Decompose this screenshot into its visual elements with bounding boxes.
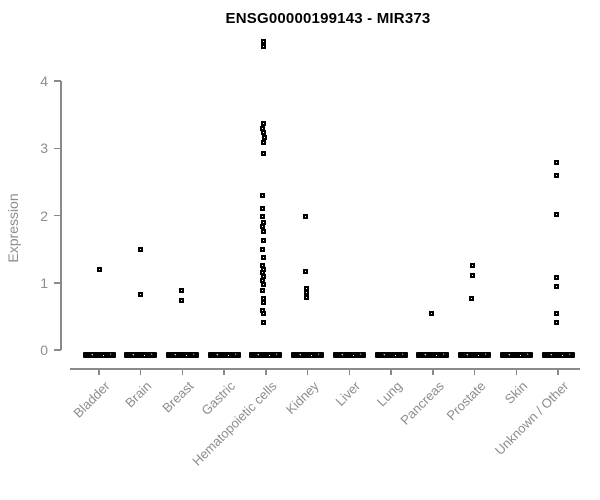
data-point bbox=[304, 290, 310, 296]
data-point bbox=[260, 262, 266, 268]
zero-expression-bar bbox=[458, 352, 492, 358]
x-tick bbox=[181, 368, 184, 375]
data-point bbox=[553, 159, 559, 165]
data-point bbox=[261, 219, 267, 225]
data-point bbox=[178, 297, 184, 303]
data-point bbox=[470, 272, 476, 278]
x-tick bbox=[557, 368, 559, 375]
zero-expression-bar bbox=[249, 352, 283, 358]
chart-title: ENSG00000199143 - MIR373 bbox=[225, 10, 431, 27]
data-point bbox=[261, 300, 267, 306]
x-tick bbox=[390, 368, 392, 375]
y-tick bbox=[54, 214, 61, 217]
data-point bbox=[138, 247, 144, 253]
data-point bbox=[261, 281, 267, 287]
x-tick-label-unknown-other: Unknown / Other bbox=[492, 378, 572, 458]
data-point bbox=[470, 263, 476, 269]
x-tick bbox=[515, 368, 518, 375]
y-tick-label: 3 bbox=[40, 140, 48, 157]
x-tick-label-kidney: Kidney bbox=[282, 378, 322, 418]
data-point bbox=[553, 274, 559, 280]
zero-expression-bar bbox=[291, 352, 325, 358]
data-point bbox=[260, 125, 266, 131]
data-point bbox=[260, 247, 266, 253]
data-point bbox=[553, 311, 559, 317]
data-point bbox=[304, 285, 310, 291]
data-point bbox=[260, 288, 266, 294]
data-point bbox=[429, 310, 435, 316]
data-point bbox=[178, 288, 184, 294]
x-tick-label-prostate: Prostate bbox=[443, 378, 489, 424]
data-point bbox=[261, 120, 267, 126]
data-point bbox=[260, 270, 266, 276]
x-tick-label-skin: Skin bbox=[501, 378, 531, 407]
x-tick bbox=[98, 368, 100, 375]
data-point bbox=[553, 284, 559, 290]
y-axis-label: Expression bbox=[5, 193, 21, 263]
data-point bbox=[261, 229, 267, 235]
data-point bbox=[261, 38, 267, 44]
x-tick-label-pancreas: Pancreas bbox=[397, 378, 447, 428]
x-tick-label-gastric: Gastric bbox=[198, 378, 239, 419]
zero-expression-bar bbox=[82, 352, 116, 358]
x-tick-label-liver: Liver bbox=[332, 378, 364, 409]
data-point bbox=[260, 206, 266, 212]
zero-expression-bar bbox=[499, 352, 533, 358]
x-tick bbox=[432, 368, 434, 375]
y-tick-label: 0 bbox=[40, 342, 48, 358]
y-tick-label: 4 bbox=[40, 73, 48, 89]
x-tick-label-lung: Lung bbox=[373, 378, 406, 410]
x-tick-label-hematopoietic-cells: Hematopoietic cells bbox=[189, 378, 280, 469]
data-point bbox=[303, 213, 309, 219]
y-tick bbox=[54, 282, 61, 284]
y-tick-label: 2 bbox=[40, 207, 48, 224]
y-tick bbox=[54, 147, 61, 149]
x-tick bbox=[473, 368, 476, 375]
zero-expression-bar bbox=[332, 352, 366, 358]
data-point bbox=[261, 254, 267, 260]
zero-expression-bar bbox=[541, 352, 575, 358]
data-point bbox=[261, 237, 267, 243]
zero-expression-bar bbox=[374, 352, 408, 358]
data-point bbox=[303, 269, 309, 275]
zero-expression-bar bbox=[165, 352, 199, 358]
data-point bbox=[304, 295, 310, 301]
x-tick bbox=[223, 368, 225, 375]
data-point bbox=[553, 319, 559, 325]
x-tick bbox=[265, 368, 267, 375]
zero-expression-bar bbox=[416, 352, 450, 358]
y-tick-label: 1 bbox=[40, 274, 48, 291]
data-point bbox=[262, 134, 268, 140]
data-point bbox=[260, 192, 266, 198]
y-tick bbox=[54, 349, 61, 351]
data-point bbox=[260, 214, 266, 220]
data-point bbox=[553, 212, 559, 218]
x-tick-label-brain: Brain bbox=[122, 378, 155, 411]
data-point bbox=[261, 139, 267, 145]
data-point bbox=[261, 319, 267, 325]
zero-expression-bar bbox=[207, 352, 241, 358]
x-axis-line bbox=[70, 368, 580, 370]
data-point bbox=[553, 172, 559, 178]
data-point bbox=[261, 274, 267, 280]
x-tick-label-bladder: Bladder bbox=[70, 378, 113, 421]
data-point bbox=[261, 43, 267, 49]
data-point bbox=[96, 267, 102, 273]
x-tick bbox=[306, 368, 309, 375]
x-tick bbox=[348, 368, 351, 375]
data-point bbox=[261, 151, 267, 157]
data-point bbox=[260, 224, 266, 230]
data-point bbox=[469, 295, 475, 301]
x-tick bbox=[139, 368, 142, 375]
data-point bbox=[261, 311, 267, 317]
y-tick bbox=[54, 80, 61, 82]
zero-expression-bar bbox=[124, 352, 158, 358]
data-point bbox=[261, 295, 267, 301]
data-point bbox=[261, 130, 267, 136]
data-point bbox=[138, 292, 144, 298]
x-tick-label-breast: Breast bbox=[159, 378, 197, 416]
